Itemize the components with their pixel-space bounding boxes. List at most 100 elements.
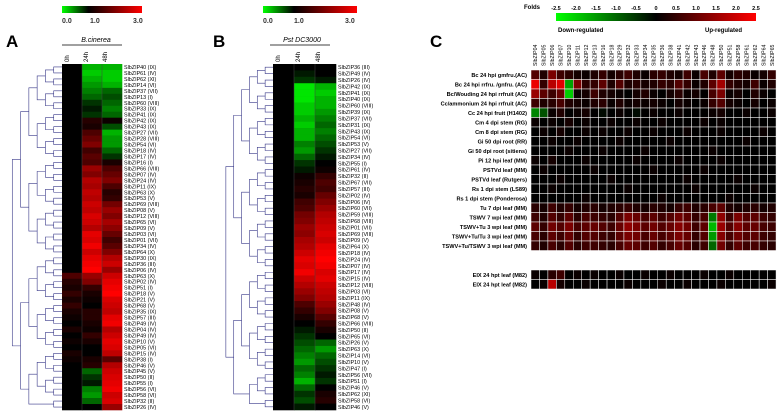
heatmap-cell xyxy=(102,368,123,375)
heatmap-cell xyxy=(623,155,633,166)
column-label: SlbZIP36 xyxy=(660,45,666,66)
heatmap-cell xyxy=(273,237,295,244)
heatmap-cell xyxy=(758,193,768,204)
dendrogram-link xyxy=(264,169,273,177)
heatmap-cell xyxy=(615,98,625,109)
heatmap-cell xyxy=(62,153,83,160)
heatmap-cell xyxy=(294,333,316,340)
heatmap-cell xyxy=(767,107,777,118)
heatmap-cell xyxy=(102,183,123,190)
heatmap-cell xyxy=(674,183,684,194)
heatmap-cell xyxy=(315,371,337,379)
heatmap-cell xyxy=(691,155,701,166)
heatmap-cell xyxy=(682,98,692,109)
heatmap-cell xyxy=(665,136,675,147)
heatmap-cell xyxy=(273,128,295,135)
column-label: SlbZIP12 xyxy=(584,45,590,66)
dendrogram-link xyxy=(53,162,62,169)
heatmap-cell xyxy=(615,212,625,223)
heatmap-cell xyxy=(102,338,123,345)
heatmap-cell xyxy=(82,171,103,178)
heatmap-cell xyxy=(315,217,337,225)
heatmap-cell xyxy=(682,69,692,80)
heatmap-cell xyxy=(82,147,103,154)
heatmap-cell xyxy=(691,221,701,232)
heatmap-cell xyxy=(62,308,83,315)
row-label: PSTVd leaf (Rutgers) xyxy=(471,177,527,183)
heatmap-cell xyxy=(682,193,692,204)
heatmap-cell xyxy=(564,193,574,204)
heatmap-cell xyxy=(273,211,295,219)
heatmap-cell xyxy=(691,212,701,223)
dendrogram-link xyxy=(53,209,62,217)
gene-label: SlbZIP02 (IV) xyxy=(124,280,157,286)
heatmap-cell xyxy=(674,221,684,232)
heatmap-cell xyxy=(725,79,735,90)
heatmap-cell xyxy=(674,98,684,109)
heatmap-cell xyxy=(315,64,337,71)
heatmap-cell xyxy=(665,164,675,175)
heatmap-cell xyxy=(294,76,316,84)
heatmap-cell xyxy=(273,134,295,142)
gene-label: SlbZIP68 (VIII) xyxy=(338,219,374,225)
heatmap-cell xyxy=(682,107,692,118)
gene-label: SlbZIP65 (VI) xyxy=(124,220,157,226)
heatmap-cell xyxy=(632,193,642,204)
heatmap-cell xyxy=(606,117,616,128)
heatmap-cell xyxy=(82,189,103,196)
heatmap-cell xyxy=(573,107,582,118)
heatmap-cell xyxy=(640,174,650,185)
heatmap-cell xyxy=(62,87,83,95)
heatmap-cell xyxy=(62,225,83,232)
heatmap-cell xyxy=(750,126,760,137)
heatmap-cell xyxy=(750,202,760,213)
heatmap-cell xyxy=(581,145,591,156)
heatmap-cell xyxy=(82,183,103,190)
heatmap-cell xyxy=(598,164,608,175)
panel-c-label: C xyxy=(430,32,442,51)
heatmap-cell xyxy=(556,231,566,242)
gene-label: SlbZIP18 (IV) xyxy=(338,251,371,257)
heatmap-cell xyxy=(589,164,599,175)
heatmap-cell xyxy=(581,98,591,109)
panel-c-eix-row-labels: EIX 24 hpt leaf (M82) EIX 24 hpt leaf (M8… xyxy=(473,273,528,289)
gene-label: SlbZIP48 (IV) xyxy=(338,302,371,308)
gene-label: SlbZIP10 (V) xyxy=(338,360,369,366)
heatmap-cell xyxy=(699,145,709,156)
dendrogram-link xyxy=(264,387,273,395)
heatmap-cell xyxy=(589,126,599,137)
heatmap-cell xyxy=(623,183,633,194)
row-label: Pi 12 hpi leaf (MM) xyxy=(478,158,527,164)
heatmap-cell xyxy=(632,240,642,251)
heatmap-cell xyxy=(682,126,692,137)
heatmap-cell xyxy=(767,136,777,147)
gene-label: SlbZIP17 (IV) xyxy=(338,270,371,276)
heatmap-cell xyxy=(315,211,337,219)
scale-tick: 1.0 xyxy=(692,6,700,12)
heatmap-cell xyxy=(708,117,718,128)
heatmap-cell xyxy=(674,240,684,251)
heatmap-cell xyxy=(62,314,83,321)
dendrogram-link xyxy=(264,400,273,408)
heatmap-cell xyxy=(102,231,123,238)
panel-a-scale-tick-2: 3.0 xyxy=(133,18,143,25)
heatmap-cell xyxy=(699,155,709,166)
heatmap-cell xyxy=(530,145,540,156)
heatmap-cell xyxy=(682,79,692,90)
dendrogram-link xyxy=(28,183,38,232)
gene-label: SlbZIP54 (VI) xyxy=(124,143,157,149)
row-label: Cc/ammonium 24 hpi rrfruit (AC) xyxy=(441,101,528,107)
heatmap-cell xyxy=(725,107,735,118)
heatmap-cell xyxy=(547,145,557,156)
heatmap-cell xyxy=(573,212,582,223)
gene-label: SlbZIP10 (V) xyxy=(124,339,155,345)
heatmap-cell xyxy=(632,231,642,242)
heatmap-cell xyxy=(273,108,295,116)
heatmap-cell xyxy=(102,123,123,130)
gene-label: SlbZIP32 (II) xyxy=(338,174,368,180)
heatmap-cell xyxy=(62,231,83,238)
gene-label: SlbZIP33 (IX) xyxy=(124,107,157,113)
heatmap-cell xyxy=(742,136,751,147)
heatmap-cell xyxy=(716,117,726,128)
heatmap-cell xyxy=(273,345,295,353)
